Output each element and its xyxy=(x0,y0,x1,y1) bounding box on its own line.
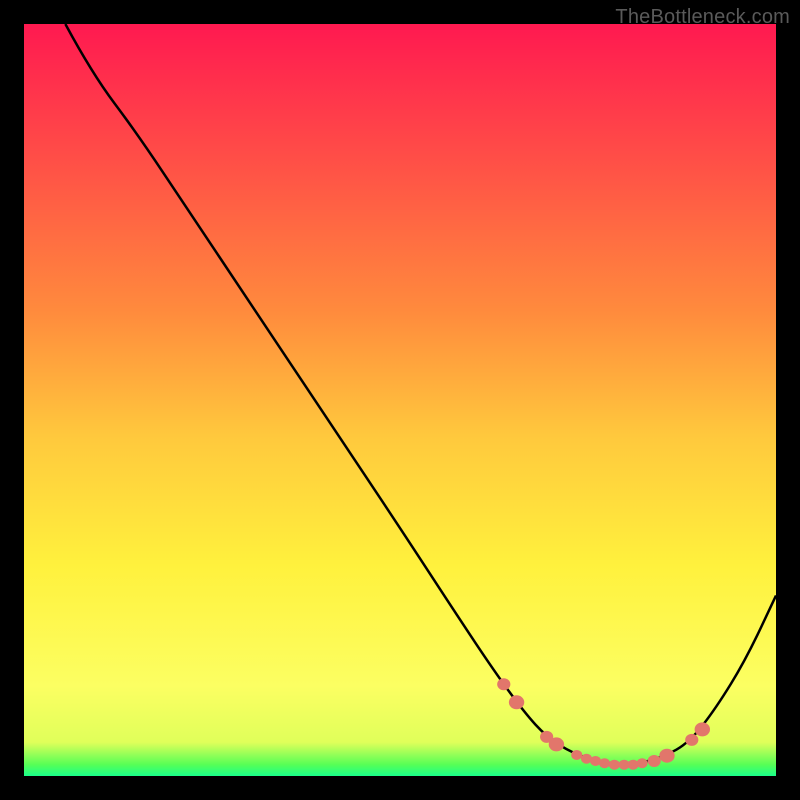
gradient-background xyxy=(24,24,776,776)
plot-area xyxy=(24,24,776,776)
curve-marker xyxy=(497,678,510,690)
curve-marker xyxy=(571,750,582,760)
curve-marker xyxy=(599,758,610,768)
curve-marker xyxy=(549,737,564,751)
curve-marker xyxy=(659,749,674,763)
curve-marker xyxy=(685,734,698,746)
curve-marker xyxy=(695,722,710,736)
chart-svg xyxy=(24,24,776,776)
curve-marker xyxy=(648,755,661,767)
curve-marker xyxy=(609,760,620,770)
curve-marker xyxy=(637,758,648,768)
curve-marker xyxy=(509,695,524,709)
